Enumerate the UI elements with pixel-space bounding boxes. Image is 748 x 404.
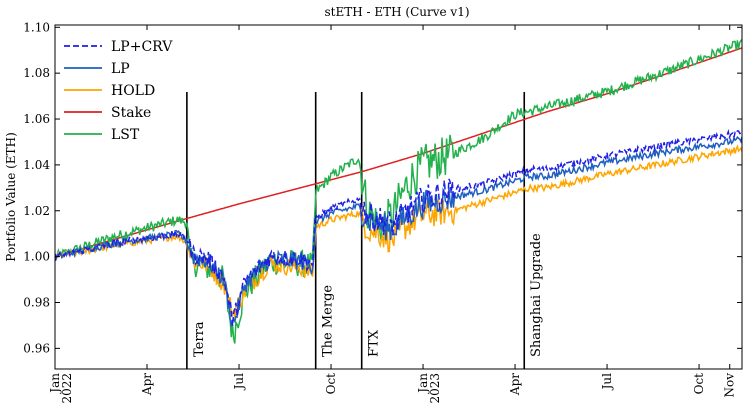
y-tick-label: 1.06 — [23, 112, 50, 126]
y-tick-label: 1.10 — [23, 20, 50, 34]
y-axis-label: Portfolio Value (ETH) — [4, 132, 18, 262]
plot-area: Terra The Merge FTX Shanghai Upgrade 0.96 0.9… — [23, 20, 743, 404]
y-tick-label: 1.00 — [23, 250, 50, 264]
x-tick-label-line: Jan — [48, 373, 62, 395]
x-tick-label-line: Apr — [140, 373, 154, 396]
series-line-lp — [55, 135, 742, 328]
x-tick-label-line: Jan — [416, 373, 430, 395]
x-tick-label-line: Nov — [723, 373, 737, 398]
legend-label-lst: LST — [111, 127, 140, 143]
y-tick-label: 0.96 — [23, 341, 50, 355]
x-tick-label-line: Oct — [692, 373, 706, 395]
legend-label-stake: Stake — [111, 105, 151, 121]
x-tick-label: Jan2022 — [48, 373, 74, 404]
x-tick-label: Jan2023 — [416, 373, 442, 404]
x-tick-label-line: Jul — [600, 373, 614, 392]
legend-label-lp-plus-crv: LP+CRV — [111, 39, 173, 55]
x-tick-label-line: 2022 — [60, 373, 74, 404]
x-tick-label: Jul — [232, 373, 246, 392]
y-tick-label: 0.98 — [23, 295, 50, 309]
x-tick-label: Oct — [692, 373, 706, 395]
chart-title: stETH - ETH (Curve v1) — [324, 5, 469, 19]
y-tick-label: 1.02 — [23, 204, 50, 218]
x-tick-label-line: Oct — [324, 373, 338, 395]
y-tick-label: 1.04 — [23, 158, 50, 172]
legend-label-hold: HOLD — [111, 83, 155, 99]
x-tick-label: Apr — [508, 373, 522, 396]
event-label-the-merge: The Merge — [321, 285, 336, 357]
x-tick-label-line: 2023 — [428, 373, 442, 404]
series-line-lp-plus-crv — [55, 128, 742, 326]
x-tick-label: Nov — [723, 373, 737, 398]
series-line-lst — [55, 38, 742, 344]
y-tick-label: 1.08 — [23, 66, 50, 80]
plot-frame — [54, 24, 743, 370]
event-label-shanghai-upgrade: Shanghai Upgrade — [529, 233, 544, 357]
x-tick-label: Apr — [140, 373, 154, 396]
series-line-hold — [55, 144, 742, 320]
legend-label-lp: LP — [111, 61, 130, 77]
x-tick-label-line: Apr — [508, 373, 522, 396]
x-tick-label-line: Jul — [232, 373, 246, 392]
event-label-ftx: FTX — [367, 329, 382, 357]
x-tick-label: Jul — [600, 373, 614, 392]
x-tick-label: Oct — [324, 373, 338, 395]
event-label-terra: Terra — [192, 321, 207, 357]
